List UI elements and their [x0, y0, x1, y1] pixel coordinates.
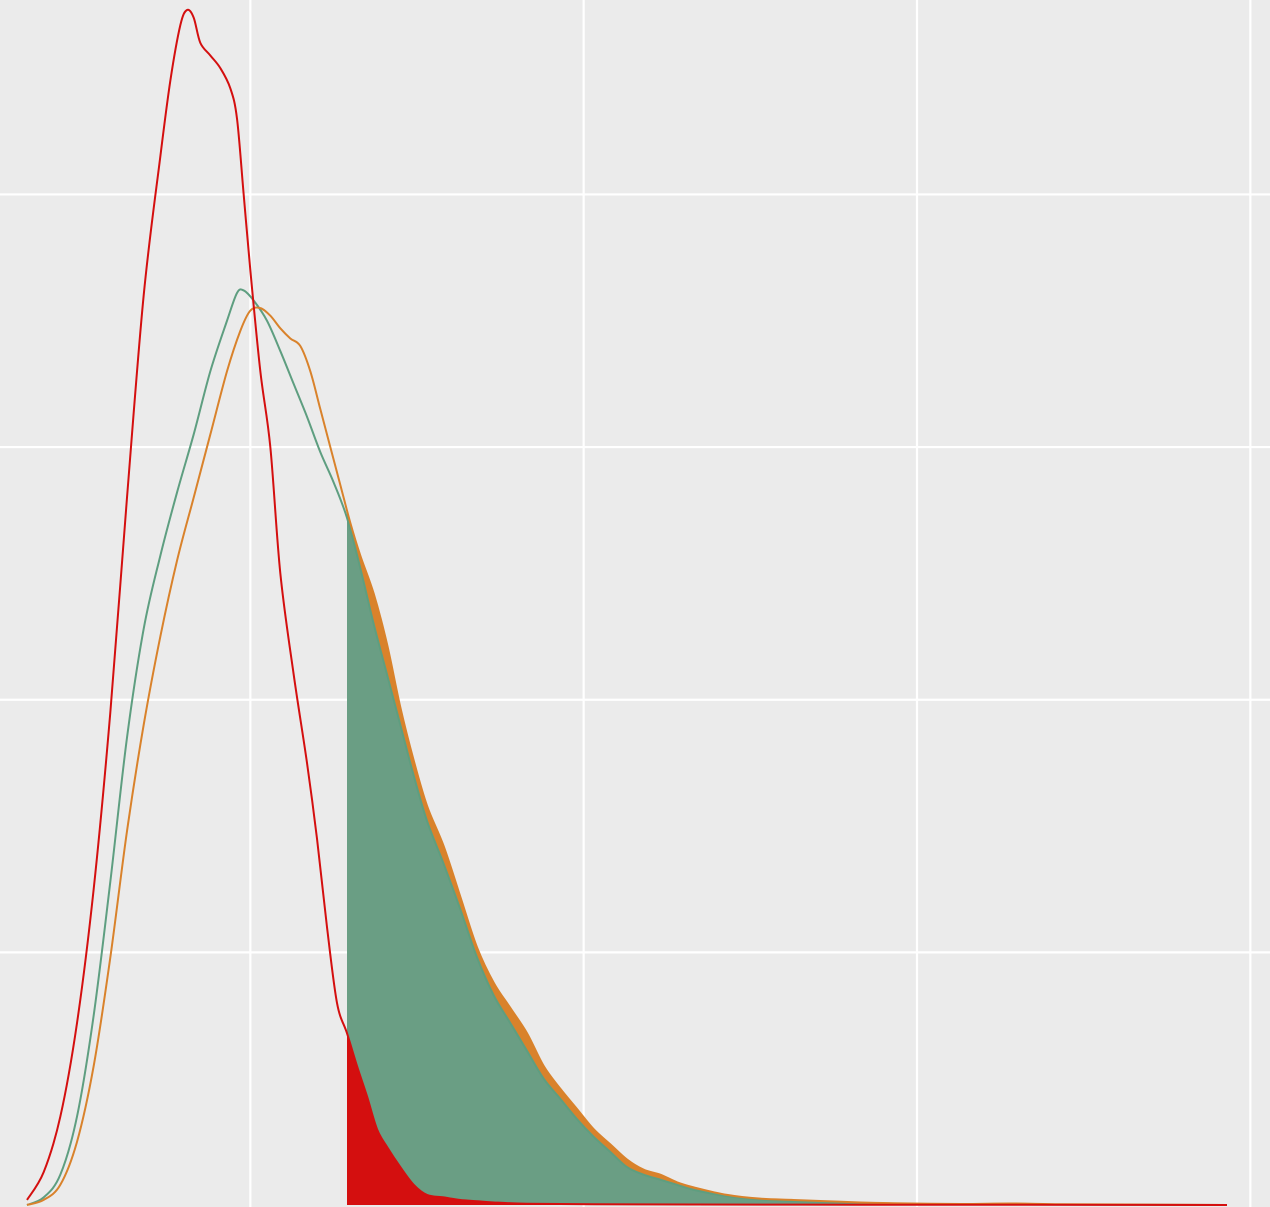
- density-line-red: [26, 8, 1228, 1206]
- density-line-orange: [26, 306, 1228, 1206]
- tail-fill-green: [347, 517, 1227, 1205]
- density-line-green: [26, 288, 1228, 1206]
- density-curves: [26, 8, 1228, 1206]
- tail-area-fills: [347, 510, 1227, 1206]
